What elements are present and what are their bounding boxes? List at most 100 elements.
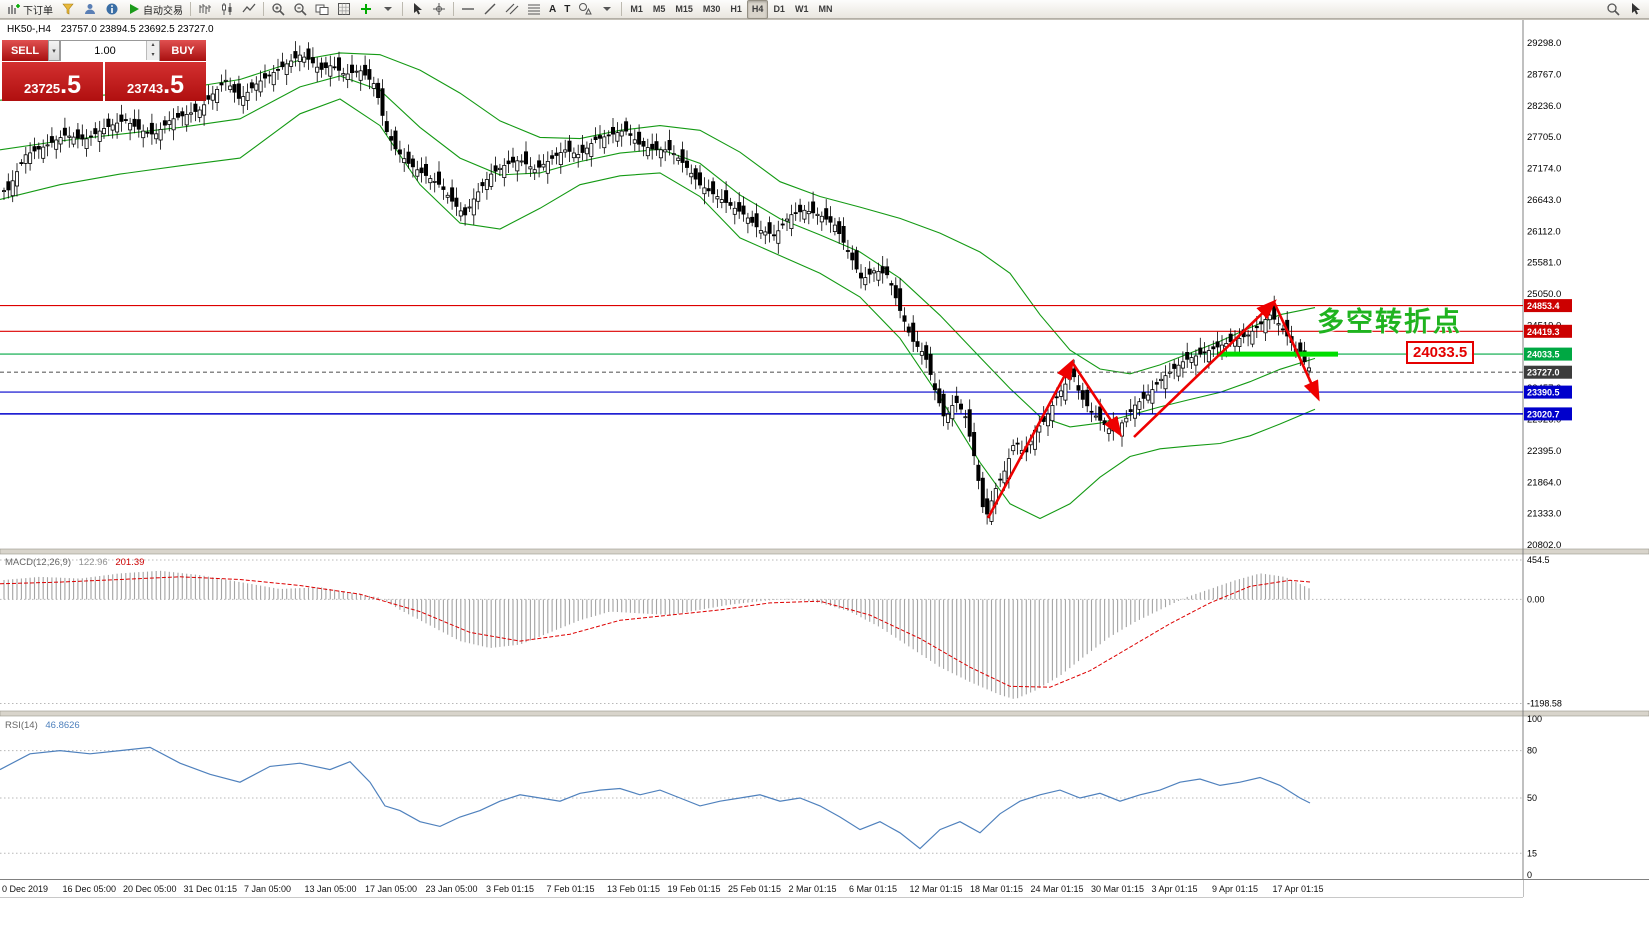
svg-text:29298.0: 29298.0	[1527, 38, 1561, 49]
timeframe-h4[interactable]: H4	[746, 0, 769, 19]
sell-price-frac: .5	[60, 70, 81, 99]
timeframe-mn[interactable]: MN	[818, 4, 833, 14]
bollinger-bands	[0, 52, 1316, 520]
date-label: 16 Dec 05:00	[62, 884, 117, 894]
text-tool-button[interactable]: A	[549, 3, 557, 15]
date-label: 13 Feb 01:15	[607, 884, 661, 894]
svg-text:27705.0: 27705.0	[1527, 132, 1561, 143]
crosshair-button[interactable]	[428, 0, 450, 19]
svg-text:24033.5: 24033.5	[1527, 350, 1560, 360]
svg-text:20802.0: 20802.0	[1527, 540, 1561, 551]
date-label: 23 Jan 05:00	[425, 884, 478, 894]
find-symbol-button[interactable]	[1602, 0, 1624, 19]
timeframe-m5[interactable]: M5	[652, 4, 666, 14]
date-label: 7 Feb 01:15	[546, 884, 595, 894]
zoom-in-button[interactable]	[267, 0, 289, 19]
add-indicator-button[interactable]	[355, 0, 377, 19]
volume-up-icon[interactable]: ▴	[147, 41, 159, 51]
fibonacci-button[interactable]	[523, 0, 545, 19]
toolbar-right-icons	[1602, 0, 1646, 19]
candlestick-chart-button[interactable]	[216, 0, 238, 19]
ohlc-values: 23757.0 23894.5 23692.5 23727.0	[60, 24, 214, 35]
timeframe-d1[interactable]: D1	[773, 4, 785, 14]
price-line-labels: 24853.4 24419.3 24033.5 23727.0 23390.5 23020…	[1524, 299, 1572, 421]
date-label: 24 Mar 01:15	[1030, 884, 1084, 894]
date-label: 7 Jan 05:00	[244, 884, 292, 894]
timeframe-h1[interactable]: H1	[730, 4, 742, 14]
line-chart-button[interactable]	[238, 0, 260, 19]
crosshair-icon	[433, 3, 445, 15]
buy-price-frac: .5	[163, 70, 184, 99]
buy-price-box[interactable]: 23743 .5	[105, 62, 206, 101]
cursor-icon	[1632, 3, 1640, 15]
shapes-dropdown[interactable]	[596, 0, 618, 19]
svg-text:454.5: 454.5	[1527, 555, 1550, 565]
zoom-out-button[interactable]	[289, 0, 311, 19]
buy-price-main: 23743	[126, 80, 164, 96]
volume-down-icon[interactable]: ▾	[147, 50, 159, 60]
indicator-dropdown[interactable]	[377, 0, 399, 19]
funnel-icon	[62, 3, 74, 15]
date-label: 17 Apr 01:15	[1272, 884, 1324, 894]
zoomout-icon	[294, 3, 307, 16]
date-label: 3 Apr 01:15	[1151, 884, 1198, 894]
svg-text:23727.0: 23727.0	[1527, 368, 1560, 378]
new-order-button[interactable]: 下订单	[3, 0, 57, 19]
rsi-level-lines	[0, 750, 1523, 854]
profile-button[interactable]	[79, 0, 101, 19]
trendline-button[interactable]	[479, 0, 501, 19]
grid-icon	[338, 3, 350, 15]
svg-text:100: 100	[1527, 714, 1542, 724]
timeframe-w1[interactable]: W1	[794, 4, 809, 14]
timeframe-m1[interactable]: M1	[630, 4, 643, 14]
autotrading-button[interactable]: 自动交易	[123, 0, 187, 19]
shapes-button[interactable]	[574, 0, 596, 19]
arrow-tool-button[interactable]: T	[564, 3, 571, 15]
macd-name: MACD(12,26,9)	[5, 557, 71, 568]
chart-window-button[interactable]	[57, 0, 79, 19]
sell-button[interactable]: SELL	[2, 40, 48, 61]
macd-level-lines	[0, 559, 1523, 704]
one-click-trading-widget: SELL ▾ ▴ ▾ BUY 23725 .5 23743 .5	[2, 40, 206, 101]
sell-price-box[interactable]: 23725 .5	[2, 62, 103, 101]
cascade-icon	[315, 4, 329, 15]
fibo-icon	[528, 4, 540, 15]
auto-arrange-button[interactable]	[333, 0, 355, 19]
channel-button[interactable]	[501, 0, 523, 19]
macd-histogram	[3, 570, 1310, 699]
tile-windows-button[interactable]	[311, 0, 333, 19]
svg-text:50: 50	[1527, 793, 1537, 803]
rsi-indicator-label: RSI(14) 46.8626	[5, 720, 80, 731]
play-icon	[130, 4, 139, 14]
volume-dropdown-caret-icon[interactable]: ▾	[48, 40, 60, 61]
macd-indicator-label: MACD(12,26,9) 122.96 201.39	[5, 557, 144, 568]
svg-text:15: 15	[1527, 848, 1537, 858]
svg-text:23020.7: 23020.7	[1527, 409, 1560, 419]
horizontal-price-lines[interactable]	[0, 305, 1523, 415]
svg-text:27174.0: 27174.0	[1527, 164, 1561, 175]
date-label: 20 Dec 05:00	[123, 884, 177, 894]
rsi-axis: 100 80 50 15 0	[1527, 714, 1542, 880]
buy-button[interactable]: BUY	[160, 40, 206, 61]
price-axis: 29298.0 28767.0 28236.0 27705.0 27174.0 26643…	[1527, 38, 1561, 551]
date-label: 19 Feb 01:15	[667, 884, 721, 894]
rsi-value: 46.8626	[45, 720, 80, 731]
volume-input[interactable]	[61, 41, 159, 61]
magnifier-icon	[1607, 3, 1620, 16]
date-label: 9 Apr 01:15	[1212, 884, 1259, 894]
pointer-mode-button[interactable]	[1624, 0, 1646, 19]
info-button[interactable]	[101, 0, 123, 19]
timeframe-m30[interactable]: M30	[702, 4, 721, 14]
timeframe-m15[interactable]: M15	[675, 4, 693, 14]
trendline-icon	[484, 3, 496, 15]
date-label: 31 Dec 01:15	[183, 884, 238, 894]
bar-chart-button[interactable]	[194, 0, 216, 19]
horizontal-line-button[interactable]	[457, 0, 479, 19]
candles-icon	[222, 3, 232, 15]
svg-text:24419.3: 24419.3	[1527, 327, 1560, 337]
macd-signal-value: 201.39	[115, 557, 145, 568]
shapes-icon	[579, 3, 593, 15]
svg-text:21333.0: 21333.0	[1527, 509, 1561, 520]
cursor-button[interactable]	[406, 0, 428, 19]
